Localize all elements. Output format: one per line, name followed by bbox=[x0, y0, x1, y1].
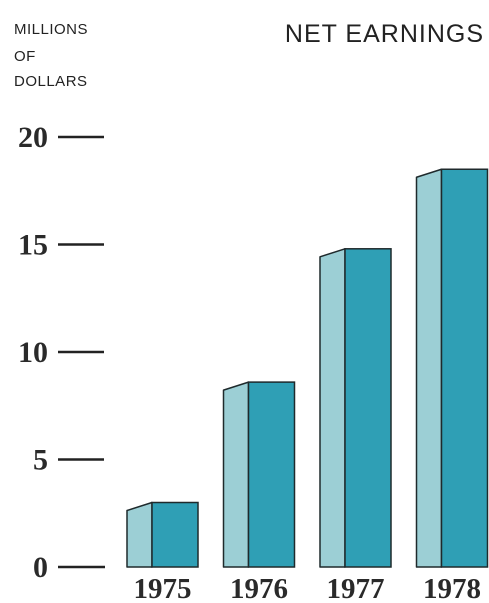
y-axis: 20 15 10 5 0 bbox=[18, 121, 105, 584]
y-tick-label: 10 bbox=[18, 336, 48, 369]
x-axis-labels: 1975 1976 1977 1978 bbox=[134, 573, 482, 603]
y-tick-label: 0 bbox=[33, 551, 48, 584]
y-tick-label: 20 bbox=[18, 121, 48, 154]
bar-side bbox=[222, 381, 250, 568]
x-category-label: 1975 bbox=[134, 573, 192, 603]
y-tick-label: 15 bbox=[18, 229, 48, 262]
bar-1975 bbox=[151, 501, 199, 568]
x-category-label: 1977 bbox=[327, 573, 385, 603]
y-unit-line-2: OF bbox=[14, 48, 36, 65]
chart-title: NET EARNINGS bbox=[285, 20, 484, 48]
bar-side bbox=[319, 248, 346, 568]
bar-1978 bbox=[440, 168, 489, 568]
bar-side bbox=[126, 501, 153, 568]
y-tick-label: 5 bbox=[33, 444, 48, 477]
x-category-label: 1976 bbox=[230, 573, 288, 603]
bar-1977 bbox=[344, 248, 392, 568]
bar-side bbox=[415, 168, 443, 568]
x-category-label: 1978 bbox=[423, 573, 481, 603]
bars-group bbox=[126, 168, 489, 568]
y-unit-line-3: DOLLARS bbox=[14, 73, 88, 90]
bar-1976 bbox=[247, 381, 296, 568]
y-unit-line-1: MILLIONS bbox=[14, 21, 88, 38]
